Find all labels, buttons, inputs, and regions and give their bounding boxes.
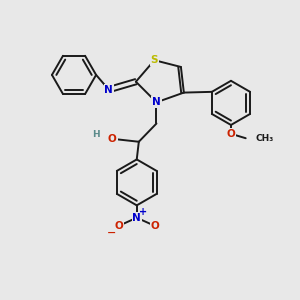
Text: O: O xyxy=(114,221,123,231)
Text: N: N xyxy=(132,213,141,223)
Text: N: N xyxy=(104,85,113,94)
Text: S: S xyxy=(151,55,158,65)
Text: O: O xyxy=(226,129,235,139)
Text: O: O xyxy=(151,221,159,231)
Text: O: O xyxy=(108,134,117,144)
Text: H: H xyxy=(92,130,100,139)
Text: −: − xyxy=(107,227,117,237)
Text: CH₃: CH₃ xyxy=(255,134,273,143)
Text: N: N xyxy=(152,97,161,107)
Text: +: + xyxy=(139,207,147,217)
